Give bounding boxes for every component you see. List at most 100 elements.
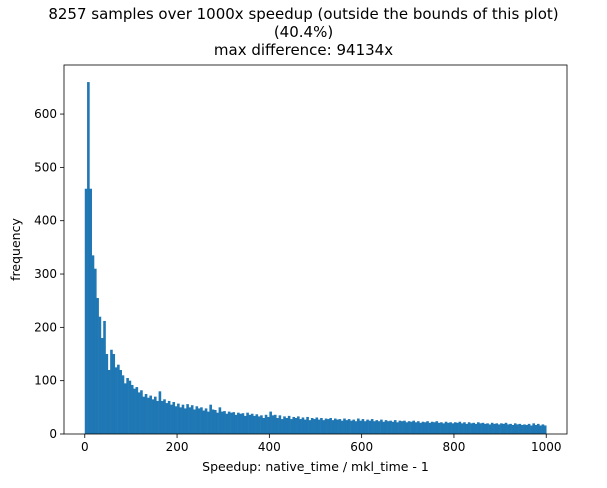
histogram-bar xyxy=(444,421,448,434)
histogram-bar xyxy=(541,424,545,434)
x-tick-label: 1000 xyxy=(531,440,562,454)
histogram-bar xyxy=(497,424,501,434)
histogram-bar xyxy=(271,415,275,434)
histogram-bar xyxy=(460,423,464,434)
histogram-bar xyxy=(181,404,185,434)
histogram-bar xyxy=(207,411,210,434)
histogram-bar xyxy=(257,416,261,434)
x-tick-label: 600 xyxy=(350,440,373,454)
histogram-bar xyxy=(110,349,113,434)
y-tick-label: 0 xyxy=(49,427,57,441)
histogram-bar xyxy=(481,422,485,434)
histogram-bar xyxy=(87,82,90,434)
histogram-bar xyxy=(140,390,143,434)
histogram-bar xyxy=(380,419,383,434)
histogram-bar xyxy=(237,412,240,434)
histogram-bar xyxy=(412,420,416,434)
histogram-bar xyxy=(123,383,127,434)
histogram-bar xyxy=(165,403,169,434)
y-tick-label: 400 xyxy=(34,214,57,228)
histogram-bar xyxy=(310,418,314,434)
histogram-bar xyxy=(410,421,413,434)
x-tick-label: 800 xyxy=(442,440,465,454)
histogram-bar xyxy=(239,413,242,434)
histogram-bar xyxy=(103,320,106,434)
histogram-bar xyxy=(91,255,95,434)
histogram-bar xyxy=(137,392,141,434)
histogram-bar xyxy=(147,397,150,434)
histogram-bar xyxy=(317,419,321,434)
histogram-bar xyxy=(313,419,316,434)
histogram-bar xyxy=(539,425,542,434)
histogram-bar xyxy=(414,422,418,434)
histogram-bar xyxy=(133,388,136,434)
histogram-bar xyxy=(306,416,309,434)
histogram-bar xyxy=(294,418,298,434)
histogram-bar xyxy=(186,404,189,434)
histogram-bar xyxy=(112,354,116,434)
histogram-bar xyxy=(327,419,330,434)
histogram-bar xyxy=(370,419,374,434)
histogram-bar xyxy=(273,414,277,434)
histogram-bar xyxy=(451,423,455,434)
histogram-bar xyxy=(167,400,171,434)
histogram-bar xyxy=(158,391,162,434)
histogram-bar xyxy=(264,414,268,434)
histogram-bar xyxy=(511,424,515,434)
histogram-bar xyxy=(301,417,305,434)
histogram-bar xyxy=(523,424,526,434)
histogram-bar xyxy=(338,419,342,434)
histogram-bar xyxy=(389,420,392,434)
histogram-bar xyxy=(280,419,284,434)
histogram-bar xyxy=(193,409,196,434)
histogram-bar xyxy=(500,423,503,434)
histogram-bar xyxy=(343,418,346,434)
histogram-bar xyxy=(435,421,439,434)
histogram-bar xyxy=(407,421,411,434)
histogram-bar xyxy=(421,421,425,434)
histogram-bar xyxy=(130,384,134,434)
histogram-bar xyxy=(322,420,326,434)
histogram-bar xyxy=(423,422,427,434)
x-tick-label: 0 xyxy=(81,440,89,454)
histogram-bar xyxy=(493,423,496,434)
histogram-bar xyxy=(447,422,450,434)
histogram-bar xyxy=(283,416,286,434)
histogram-bar xyxy=(269,411,272,434)
histogram-bar xyxy=(253,415,256,434)
histogram-bar xyxy=(382,421,386,434)
histogram-bar xyxy=(419,422,422,434)
histogram-bar xyxy=(278,415,282,434)
x-axis-label: Speedup: native_time / mkl_time - 1 xyxy=(202,459,429,474)
histogram-bar xyxy=(509,423,512,434)
histogram-bar xyxy=(384,420,388,434)
histogram-bar xyxy=(479,423,482,434)
histogram-bar xyxy=(234,414,238,434)
histogram-bar xyxy=(213,410,217,434)
x-tick-label: 200 xyxy=(166,440,189,454)
histogram-bar xyxy=(218,407,222,434)
histogram-bar xyxy=(331,420,335,434)
histogram-bar xyxy=(299,419,302,434)
histogram-bar xyxy=(107,370,111,434)
histogram-bar xyxy=(490,422,494,434)
x-tick-label: 400 xyxy=(258,440,281,454)
histogram-bar xyxy=(333,418,337,434)
histogram-bar xyxy=(458,421,462,434)
histogram-bar xyxy=(297,416,300,434)
chart-title-line-1: 8257 samples over 1000x speedup (outside… xyxy=(48,5,559,23)
histogram-bar xyxy=(502,423,506,434)
y-tick-label: 600 xyxy=(34,107,57,121)
histogram-bar xyxy=(361,419,365,434)
histogram-bar xyxy=(260,415,263,434)
histogram-bar xyxy=(396,422,399,434)
histogram-bar xyxy=(373,421,376,434)
histogram-bar xyxy=(230,412,233,434)
histogram-bar xyxy=(142,396,146,434)
chart-title-line-3: max difference: 94134x xyxy=(213,41,394,59)
y-tick-label: 200 xyxy=(34,320,57,334)
histogram-bar xyxy=(202,410,206,434)
histogram-bar xyxy=(195,406,199,434)
